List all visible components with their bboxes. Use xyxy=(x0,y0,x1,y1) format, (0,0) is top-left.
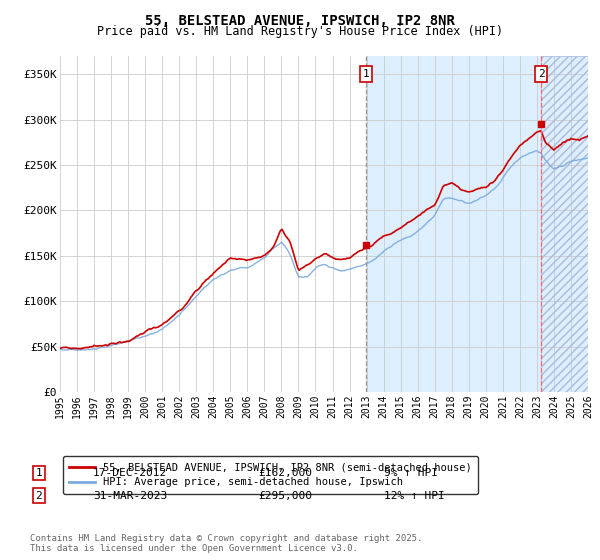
Text: 1: 1 xyxy=(35,468,43,478)
Text: 31-MAR-2023: 31-MAR-2023 xyxy=(93,491,167,501)
Text: £295,000: £295,000 xyxy=(258,491,312,501)
Bar xyxy=(366,56,541,392)
Text: 12% ↑ HPI: 12% ↑ HPI xyxy=(384,491,445,501)
Bar xyxy=(541,56,588,392)
Text: 2: 2 xyxy=(35,491,43,501)
Text: £162,000: £162,000 xyxy=(258,468,312,478)
Text: 9% ↑ HPI: 9% ↑ HPI xyxy=(384,468,438,478)
Text: Price paid vs. HM Land Registry's House Price Index (HPI): Price paid vs. HM Land Registry's House … xyxy=(97,25,503,38)
Legend: 55, BELSTEAD AVENUE, IPSWICH, IP2 8NR (semi-detached house), HPI: Average price,: 55, BELSTEAD AVENUE, IPSWICH, IP2 8NR (s… xyxy=(62,456,478,494)
Text: 2: 2 xyxy=(538,69,545,79)
Text: 55, BELSTEAD AVENUE, IPSWICH, IP2 8NR: 55, BELSTEAD AVENUE, IPSWICH, IP2 8NR xyxy=(145,14,455,28)
Text: Contains HM Land Registry data © Crown copyright and database right 2025.
This d: Contains HM Land Registry data © Crown c… xyxy=(30,534,422,553)
Text: 17-DEC-2012: 17-DEC-2012 xyxy=(93,468,167,478)
Bar xyxy=(541,56,588,392)
Text: 1: 1 xyxy=(362,69,369,79)
